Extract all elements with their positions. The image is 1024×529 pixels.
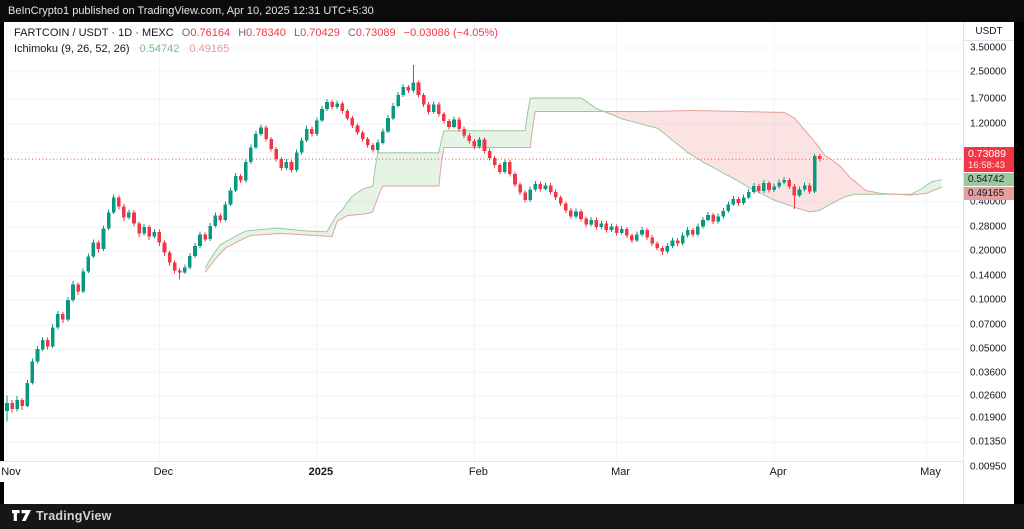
price-tick-label: 2.50000 (970, 66, 1007, 78)
price-tick-label: 0.10000 (970, 294, 1007, 306)
time-tick-label: May (920, 466, 941, 478)
price-tick-label: 1.20000 (970, 118, 1007, 130)
price-tick-label: 0.07000 (970, 319, 1007, 331)
price-tick-label: 3.50000 (970, 42, 1007, 54)
senkou-a-value: 0.54742 (139, 43, 180, 55)
chart-legend[interactable]: FARTCOIN / USDT · 1D · MEXC O0.76164 H0.… (14, 26, 498, 58)
time-tick-label: 2025 (308, 466, 334, 478)
open-value: 0.76164 (190, 27, 231, 39)
last-price-badge: 0.73089 16:58:43 (964, 147, 1014, 173)
price-tick-label: 0.01350 (970, 436, 1007, 448)
time-tick-label: Apr (769, 466, 787, 478)
time-axis[interactable]: Nov Dec 2025 Feb Mar Apr May (0, 461, 1010, 482)
price-tick-label: 0.20000 (970, 245, 1007, 257)
time-tick-label: Dec (153, 466, 174, 478)
low-value: 0.70429 (300, 27, 340, 39)
open-label: O (181, 27, 191, 39)
high-value: 0.78340 (246, 27, 286, 39)
attribution-text: BeInCrypto1 published on TradingView.com… (8, 5, 374, 17)
indicator-title[interactable]: Ichimoku (9, 26, 52, 26) (14, 43, 130, 55)
symbol-row[interactable]: FARTCOIN / USDT · 1D · MEXC O0.76164 H0.… (14, 26, 498, 40)
senkou-b-badge: 0.49165 (964, 186, 1014, 200)
senkou-a-badge: 0.54742 (964, 173, 1014, 187)
axis-currency-label: USDT (975, 26, 1003, 37)
price-tick-label: 0.00950 (970, 461, 1007, 473)
symbol-title[interactable]: FARTCOIN / USDT · 1D · MEXC (14, 27, 174, 39)
price-tick-label: 0.14000 (970, 270, 1007, 282)
high-label: H (238, 27, 247, 39)
footer-bar: TradingView (0, 504, 1024, 529)
bar-countdown: 16:58:43 (968, 160, 1005, 172)
senkou-b-value: 0.49165 (189, 43, 230, 55)
price-tick-label: 0.02600 (970, 390, 1007, 402)
last-price-value: 0.73089 (968, 148, 1006, 161)
close-value: 0.73089 (355, 27, 396, 39)
time-tick-label: Nov (1, 466, 21, 478)
axis-currency-separator (964, 40, 1014, 41)
low-label: L (293, 27, 301, 39)
price-axis[interactable]: USDT 3.500002.500001.700001.200000.80000… (963, 22, 1014, 504)
price-tick-label: 0.05000 (970, 343, 1007, 355)
price-tick-label: 0.03600 (970, 367, 1007, 379)
price-tick-label: 0.28000 (970, 221, 1007, 233)
change-value: −0.03086 (−4.05%) (403, 27, 498, 39)
time-tick-label: Mar (611, 466, 631, 478)
price-tick-label: 1.70000 (970, 93, 1007, 105)
time-tick-label: Feb (468, 466, 488, 478)
tradingview-logo-icon[interactable] (12, 510, 31, 523)
indicator-row[interactable]: Ichimoku (9, 26, 52, 26) 0.54742 0.49165 (14, 42, 498, 56)
price-tick-label: 0.40000 (970, 196, 1007, 208)
tradingview-brand-text[interactable]: TradingView (36, 509, 112, 523)
attribution-bar: BeInCrypto1 published on TradingView.com… (0, 0, 1024, 22)
chart-panel[interactable] (4, 22, 1014, 504)
price-tick-label: 0.01900 (970, 412, 1007, 424)
close-label: C (347, 27, 356, 39)
